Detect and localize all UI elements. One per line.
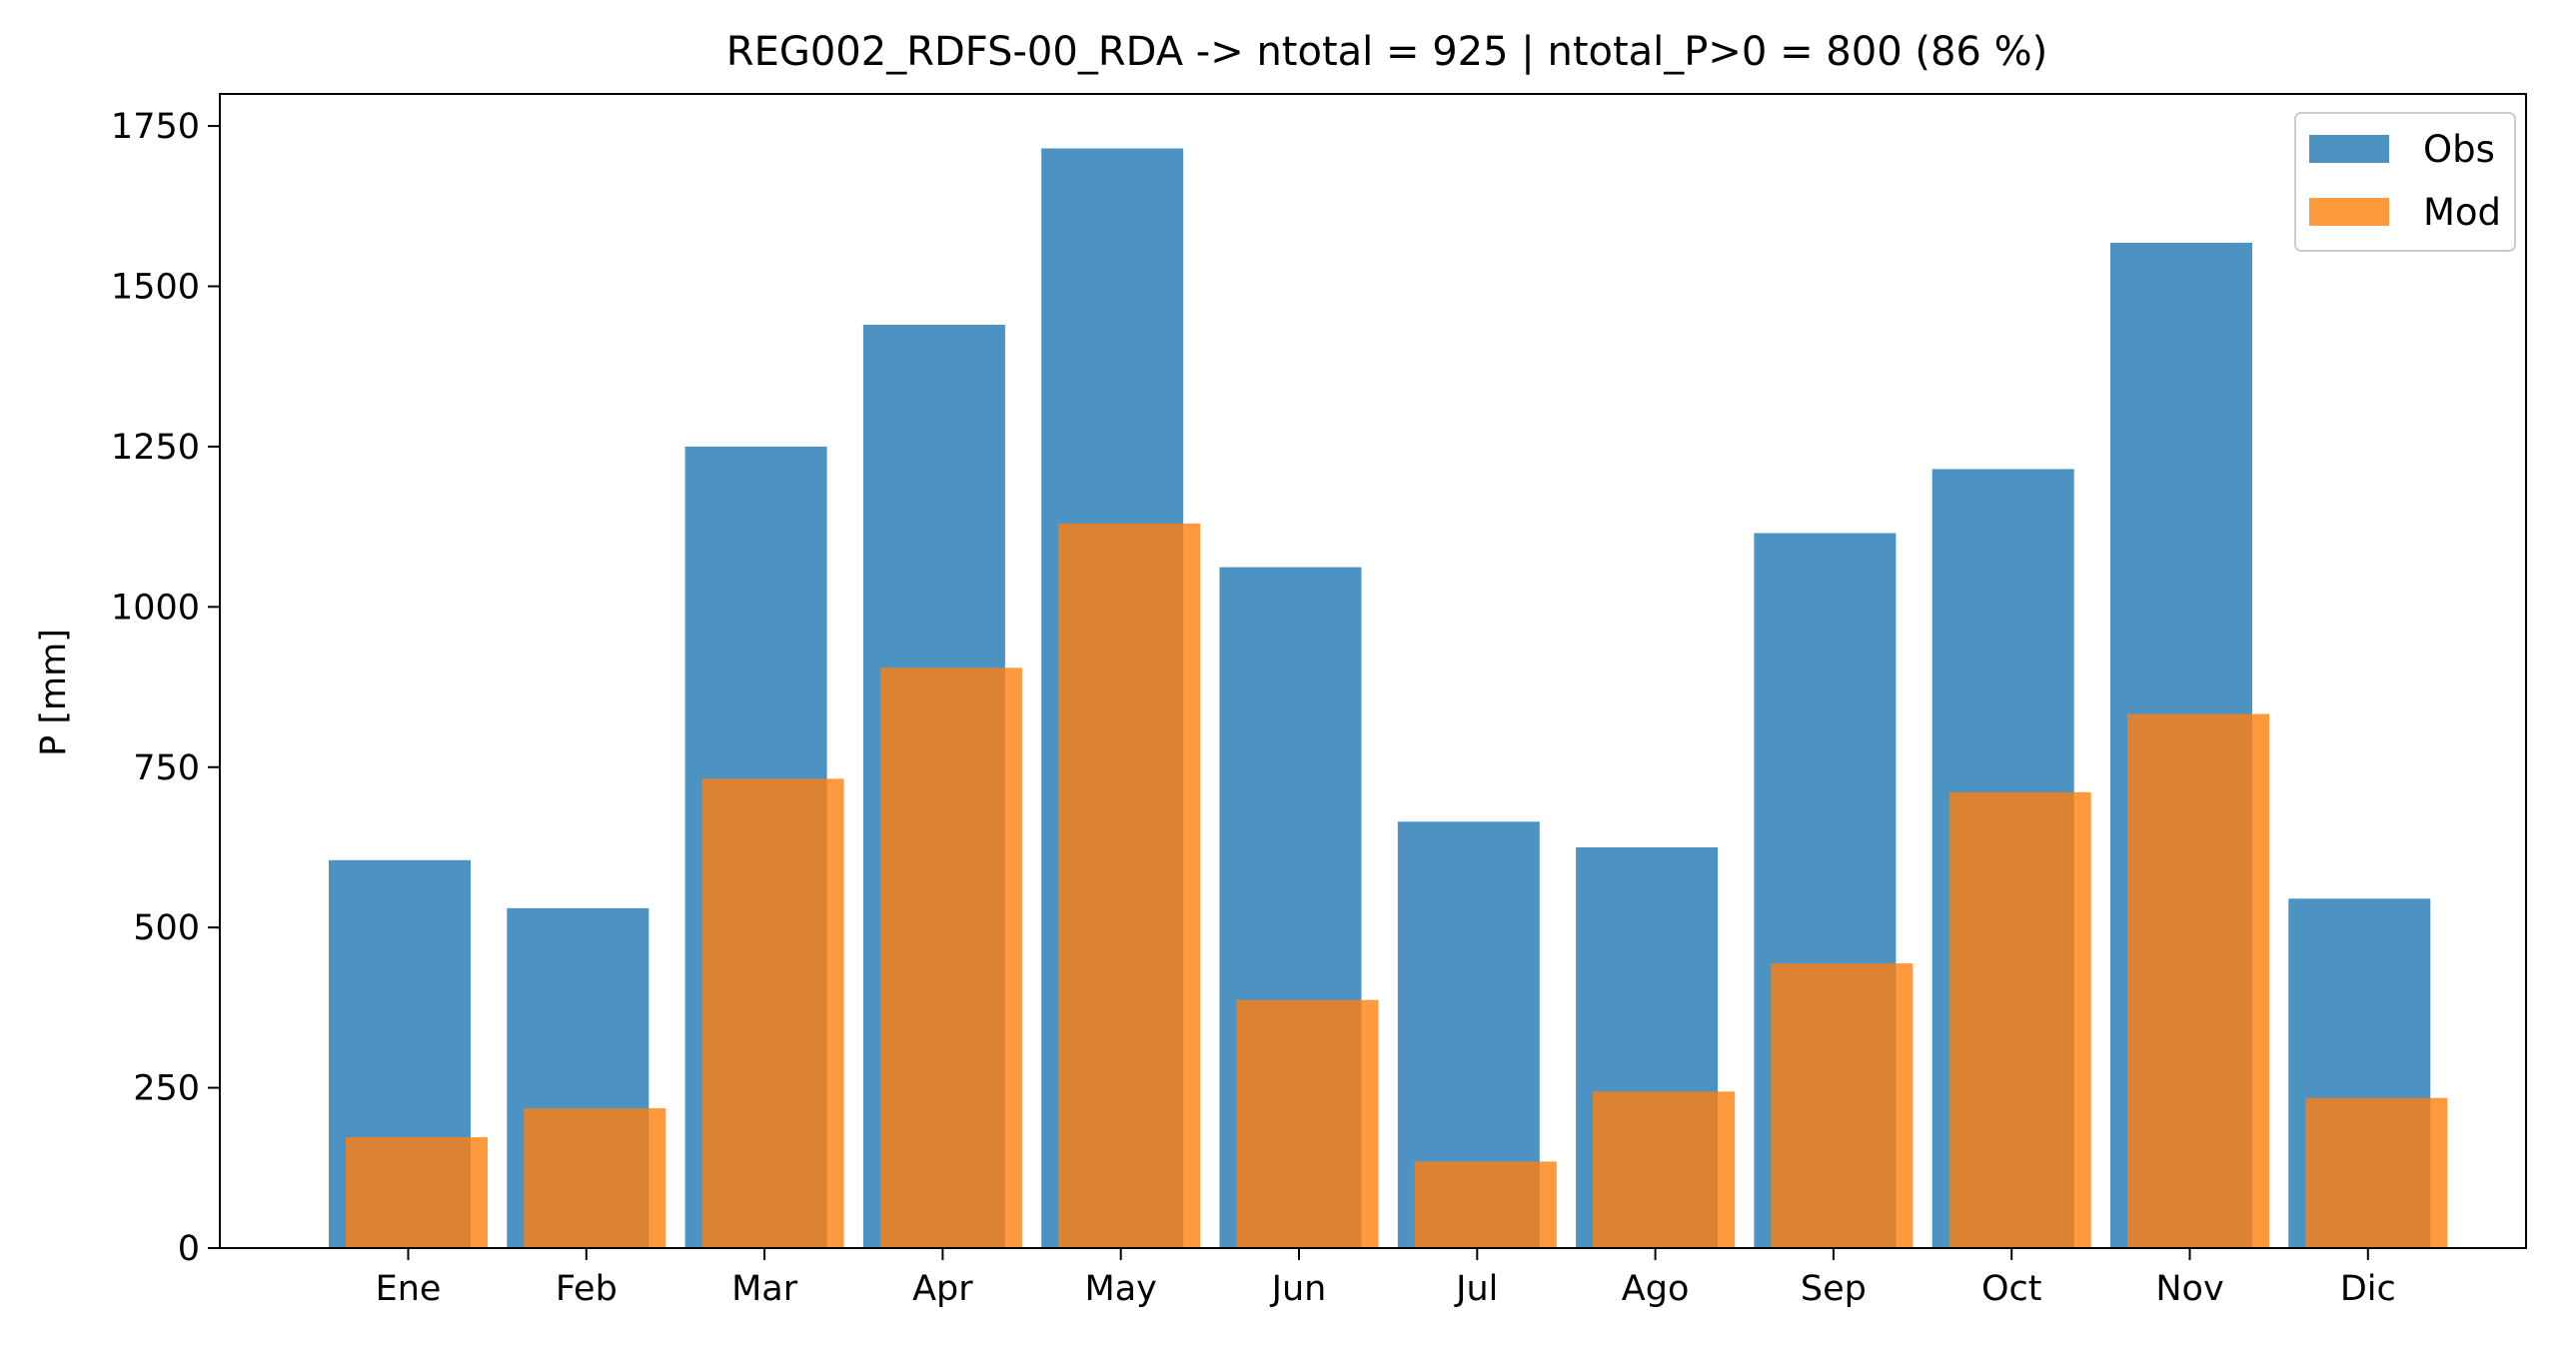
x-tick-label-jul: Jul bbox=[1454, 1269, 1498, 1309]
bar-mod-ago bbox=[1593, 1091, 1736, 1248]
x-tick-label-may: May bbox=[1085, 1269, 1157, 1309]
y-tick-label: 0 bbox=[178, 1229, 200, 1269]
x-tick-label-mar: Mar bbox=[731, 1269, 798, 1309]
y-tick-label: 250 bbox=[133, 1069, 200, 1109]
bar-mod-sep bbox=[1771, 963, 1914, 1248]
y-tick-label: 1250 bbox=[111, 428, 200, 468]
bar-mod-apr bbox=[879, 668, 1022, 1248]
y-tick-label: 1750 bbox=[111, 107, 200, 147]
bar-mod-oct bbox=[1948, 791, 2091, 1248]
y-tick-label: 1500 bbox=[111, 268, 200, 308]
y-tick-label: 500 bbox=[133, 908, 200, 948]
bars-layer bbox=[329, 148, 2448, 1248]
bar-mod-dic bbox=[2305, 1097, 2448, 1248]
legend-label-obs: Obs bbox=[2423, 128, 2495, 171]
legend: Obs Mod bbox=[2294, 112, 2516, 252]
bar-mod-may bbox=[1058, 523, 1201, 1248]
y-tick-label: 750 bbox=[133, 748, 200, 788]
legend-swatch-obs bbox=[2309, 135, 2389, 163]
x-tick-label-apr: Apr bbox=[912, 1269, 973, 1309]
chart-title: REG002_RDFS-00_RDA -> ntotal = 925 | nto… bbox=[726, 29, 2047, 75]
bar-mod-jul bbox=[1414, 1161, 1557, 1248]
bar-mod-nov bbox=[2127, 713, 2269, 1248]
x-tick-label-jun: Jun bbox=[1270, 1269, 1327, 1309]
x-axis: Ene Feb Mar Apr May Jun Jul Ago Sep Oct Nov Dic bbox=[376, 1248, 2396, 1309]
y-axis-label: P [mm] bbox=[34, 629, 74, 756]
x-tick-label-dic: Dic bbox=[2340, 1269, 2396, 1309]
x-tick-label-ene: Ene bbox=[376, 1269, 442, 1309]
x-tick-label-oct: Oct bbox=[1981, 1269, 2042, 1309]
bar-mod-feb bbox=[524, 1108, 666, 1248]
bar-mod-jun bbox=[1236, 999, 1379, 1248]
legend-swatch-mod bbox=[2309, 198, 2389, 226]
plot-frame bbox=[219, 93, 2527, 1249]
bar-mod-ene bbox=[346, 1137, 488, 1248]
y-tick-label: 1000 bbox=[111, 588, 200, 628]
x-tick-label-sep: Sep bbox=[1801, 1269, 1867, 1309]
x-tick-label-nov: Nov bbox=[2155, 1269, 2223, 1309]
legend-label-mod: Mod bbox=[2423, 191, 2501, 234]
y-axis: 0 250 500 750 1000 1250 1500 1750 bbox=[111, 107, 220, 1269]
x-tick-label-ago: Ago bbox=[1622, 1269, 1690, 1309]
bar-mod-mar bbox=[701, 778, 844, 1248]
x-tick-label-feb: Feb bbox=[556, 1269, 618, 1309]
